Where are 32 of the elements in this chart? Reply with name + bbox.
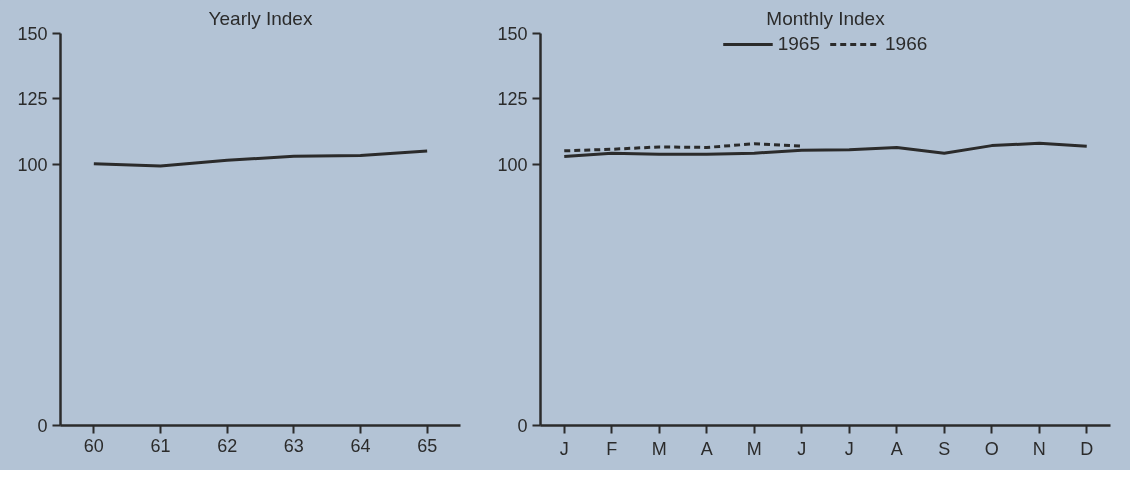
x-tick-label: M bbox=[746, 438, 762, 459]
x-tick-label: J bbox=[559, 438, 569, 459]
x-tick-label: F bbox=[606, 438, 618, 459]
y-tick-label: 150 bbox=[17, 24, 48, 44]
x-tick-label: S bbox=[938, 438, 951, 459]
line-series bbox=[92, 149, 429, 168]
x-tick-label: D bbox=[1080, 438, 1094, 459]
x-tick-label: A bbox=[890, 438, 903, 459]
y-tick-label: 100 bbox=[497, 154, 528, 175]
x-tick-label: 62 bbox=[217, 435, 238, 456]
y-tick-label: 150 bbox=[497, 24, 528, 44]
legend-label: 1966 bbox=[885, 33, 928, 55]
x-tick-label: 63 bbox=[283, 435, 304, 456]
x-tick-label: A bbox=[700, 438, 713, 459]
x-tick-label: 64 bbox=[350, 435, 371, 456]
y-tick-label: 0 bbox=[517, 416, 528, 436]
x-tick-label: O bbox=[984, 438, 999, 459]
x-tick-label: J bbox=[797, 438, 807, 459]
chart-title: Monthly Index bbox=[766, 7, 886, 29]
y-tick-label: 100 bbox=[17, 154, 48, 175]
y-tick-label: 125 bbox=[497, 89, 528, 110]
x-tick-label: 60 bbox=[83, 435, 104, 456]
legend-label: 1965 bbox=[777, 33, 820, 55]
chart-title: Yearly Index bbox=[208, 7, 313, 29]
line-series bbox=[562, 141, 1089, 159]
x-tick-label: N bbox=[1032, 438, 1046, 459]
x-tick-label: J bbox=[844, 438, 854, 459]
x-tick-label: M bbox=[651, 438, 667, 459]
x-tick-label: 65 bbox=[417, 435, 438, 456]
y-tick-label: 125 bbox=[17, 89, 48, 110]
y-tick-label: 0 bbox=[37, 416, 48, 436]
x-tick-label: 61 bbox=[150, 435, 171, 456]
